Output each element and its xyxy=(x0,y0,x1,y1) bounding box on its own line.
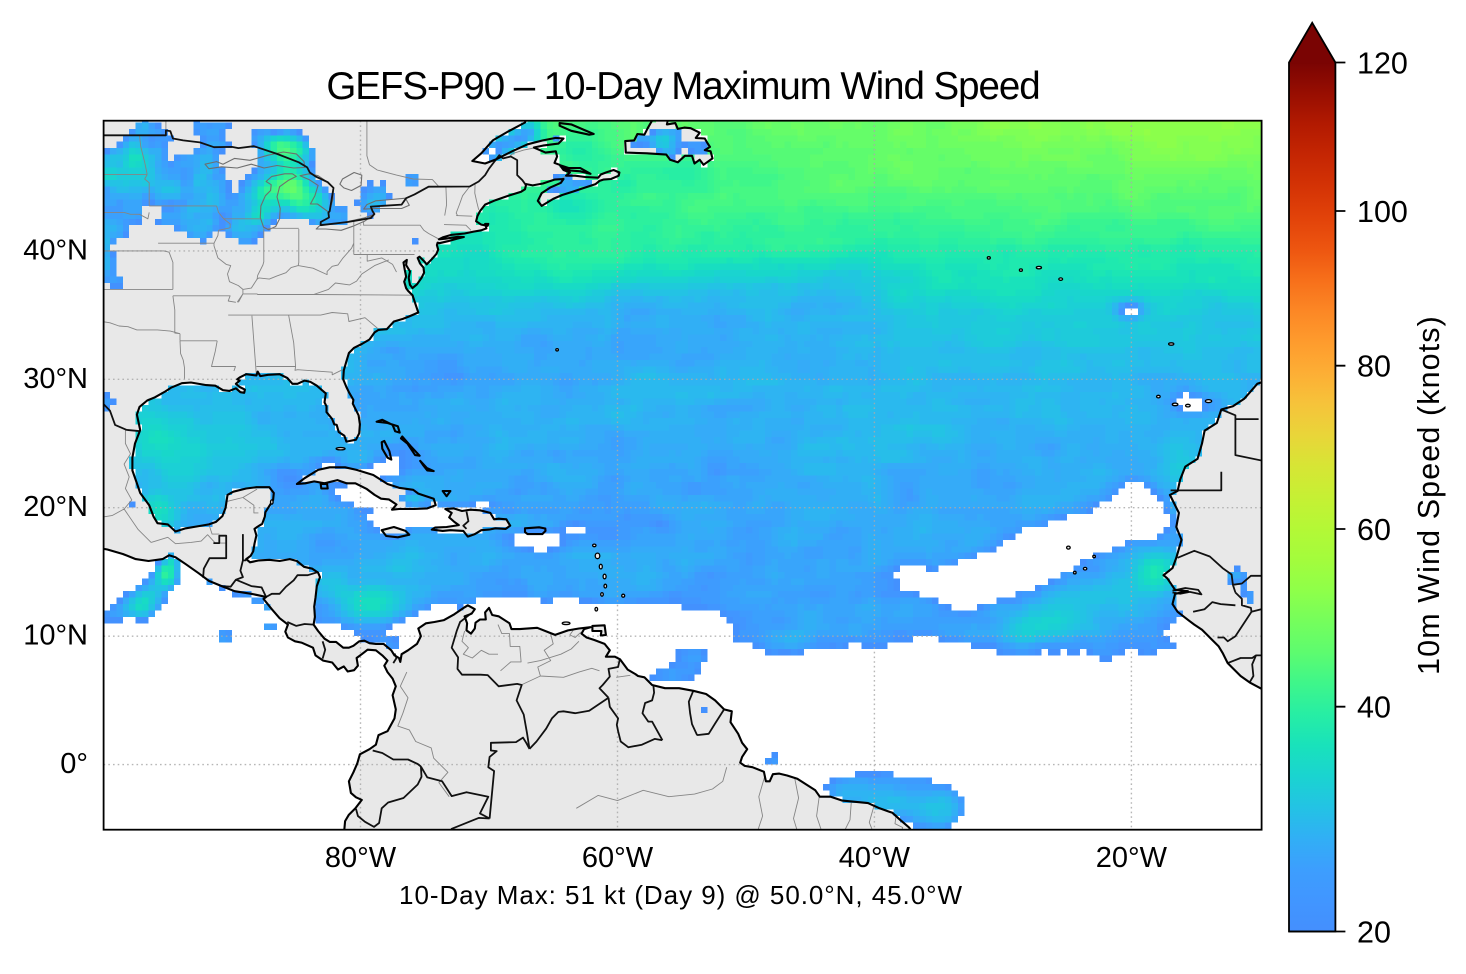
svg-text:20°N: 20°N xyxy=(23,491,88,523)
svg-text:0°: 0° xyxy=(60,748,88,780)
svg-text:GEFS-P90 – 10-Day Maximum Wind: GEFS-P90 – 10-Day Maximum Wind Speed xyxy=(326,65,1039,108)
svg-text:20: 20 xyxy=(1357,916,1391,950)
svg-text:60°W: 60°W xyxy=(582,842,654,874)
svg-text:80: 80 xyxy=(1357,350,1391,384)
svg-text:30°N: 30°N xyxy=(23,363,88,395)
svg-text:10-Day Max: 51 kt (Day 9) @ 50: 10-Day Max: 51 kt (Day 9) @ 50.0°N, 45.0… xyxy=(399,880,963,910)
svg-text:20°W: 20°W xyxy=(1096,842,1168,874)
svg-text:40°N: 40°N xyxy=(23,234,88,266)
svg-text:10m Wind Speed (knots): 10m Wind Speed (knots) xyxy=(1412,315,1446,675)
svg-text:80°W: 80°W xyxy=(325,842,397,874)
svg-text:40: 40 xyxy=(1357,691,1391,725)
svg-text:120: 120 xyxy=(1357,47,1408,81)
svg-text:40°W: 40°W xyxy=(839,842,911,874)
svg-text:10°N: 10°N xyxy=(23,620,88,652)
svg-text:60: 60 xyxy=(1357,513,1391,547)
svg-text:100: 100 xyxy=(1357,195,1408,229)
